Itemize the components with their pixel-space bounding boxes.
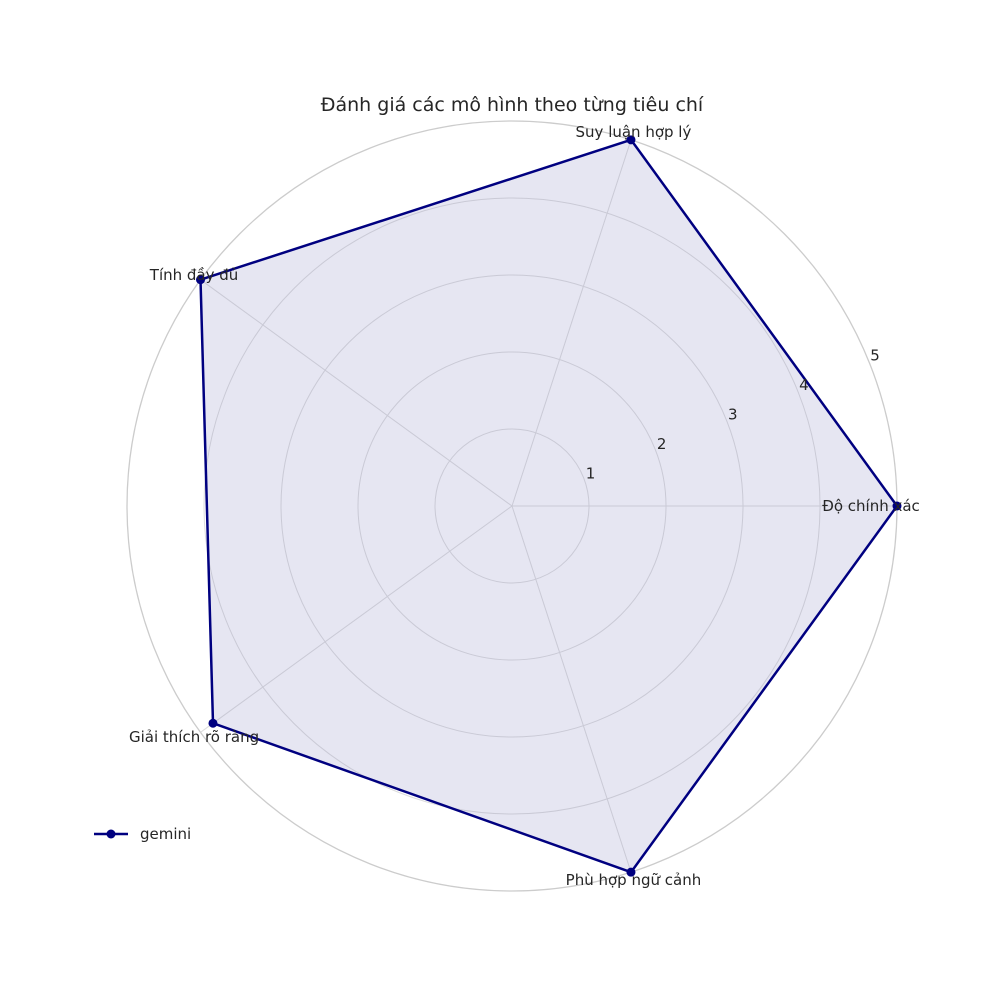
r-tick-label-1: 1	[586, 464, 596, 482]
spoke-3	[200, 505, 513, 733]
category-label-2: Tính đầy đủ	[149, 266, 239, 284]
spoke-1	[511, 139, 632, 507]
r-tick-label-3: 3	[728, 406, 738, 424]
data-point-gemini-3	[208, 718, 218, 728]
series-line-gemini	[199, 138, 899, 874]
r-tick-label-4: 4	[799, 376, 809, 394]
series-area-gemini	[200, 139, 897, 873]
spoke-2	[200, 279, 513, 507]
chart-title: Đánh giá các mô hình theo từng tiêu chí	[321, 94, 704, 116]
category-label-4: Phù hợp ngữ cảnh	[566, 871, 702, 889]
data-point-gemini-4	[626, 867, 636, 877]
category-label-1: Suy luận hợp lý	[576, 123, 692, 141]
series-layer	[196, 135, 902, 877]
legend-label-gemini: gemini	[140, 825, 191, 843]
grid	[126, 120, 898, 892]
r-tick-label-2: 2	[657, 435, 667, 453]
category-label-3: Giải thích rõ ràng	[129, 728, 259, 746]
category-label-0: Độ chính xác	[822, 497, 920, 515]
legend: gemini	[94, 825, 191, 843]
r-tick-label-5: 5	[870, 347, 880, 365]
data-point-gemini-1	[626, 135, 636, 145]
data-point-gemini-0	[892, 501, 902, 511]
legend-marker-gemini	[106, 829, 116, 839]
data-point-gemini-2	[196, 275, 206, 285]
labels-layer: 1 2 3 4 5 Độ chính xác Suy luận hợp lý Tính đầy…	[129, 123, 920, 889]
spoke-4	[511, 505, 632, 873]
